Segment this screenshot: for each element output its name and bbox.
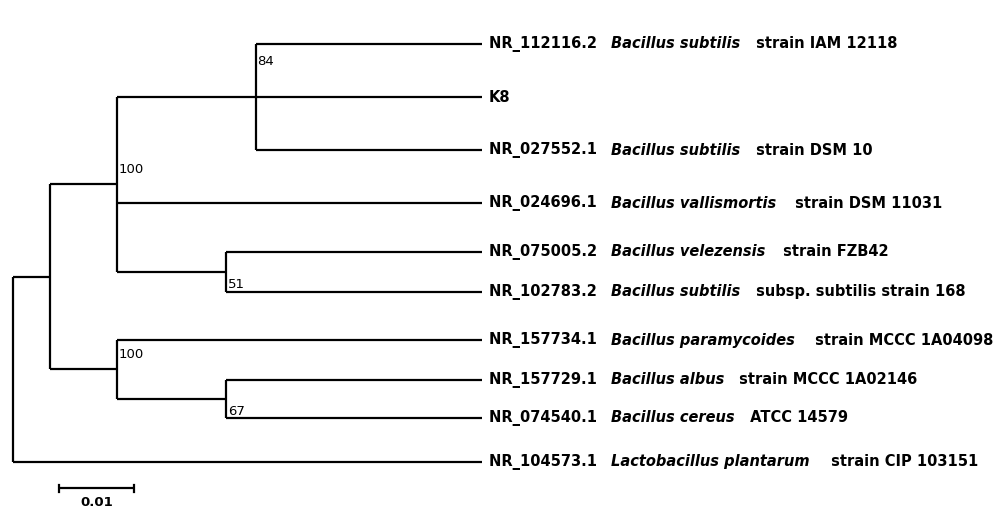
Text: strain CIP 103151: strain CIP 103151 bbox=[826, 454, 978, 469]
Text: strain MCCC 1A04098: strain MCCC 1A04098 bbox=[810, 333, 993, 348]
Text: strain DSM 10: strain DSM 10 bbox=[751, 143, 873, 158]
Text: subsp. subtilis strain 168: subsp. subtilis strain 168 bbox=[751, 284, 966, 299]
Text: NR_027552.1: NR_027552.1 bbox=[489, 142, 602, 158]
Text: strain IAM 12118: strain IAM 12118 bbox=[751, 37, 898, 52]
Text: Bacillus albus: Bacillus albus bbox=[611, 372, 724, 388]
Text: Lactobacillus plantarum: Lactobacillus plantarum bbox=[611, 454, 810, 469]
Text: NR_024696.1: NR_024696.1 bbox=[489, 195, 602, 211]
Text: Bacillus subtilis: Bacillus subtilis bbox=[611, 143, 740, 158]
Text: K8: K8 bbox=[489, 89, 510, 104]
Text: NR_104573.1: NR_104573.1 bbox=[489, 454, 602, 470]
Text: 0.01: 0.01 bbox=[80, 496, 113, 509]
Text: ATCC 14579: ATCC 14579 bbox=[745, 410, 848, 425]
Text: NR_102783.2: NR_102783.2 bbox=[489, 283, 602, 299]
Text: Bacillus paramycoides: Bacillus paramycoides bbox=[611, 333, 795, 348]
Text: NR_157729.1: NR_157729.1 bbox=[489, 372, 602, 388]
Text: Bacillus velezensis: Bacillus velezensis bbox=[611, 244, 766, 259]
Text: strain MCCC 1A02146: strain MCCC 1A02146 bbox=[734, 372, 917, 388]
Text: NR_157734.1: NR_157734.1 bbox=[489, 332, 602, 348]
Text: Bacillus subtilis: Bacillus subtilis bbox=[611, 284, 740, 299]
Text: Bacillus cereus: Bacillus cereus bbox=[611, 410, 735, 425]
Text: Bacillus subtilis: Bacillus subtilis bbox=[611, 37, 740, 52]
Text: Bacillus vallismortis: Bacillus vallismortis bbox=[611, 195, 776, 210]
Text: NR_075005.2: NR_075005.2 bbox=[489, 244, 602, 260]
Text: strain FZB42: strain FZB42 bbox=[778, 244, 889, 259]
Text: NR_074540.1: NR_074540.1 bbox=[489, 409, 602, 425]
Text: 84: 84 bbox=[257, 55, 274, 68]
Text: NR_112116.2: NR_112116.2 bbox=[489, 36, 602, 52]
Text: strain DSM 11031: strain DSM 11031 bbox=[790, 195, 942, 210]
Text: 67: 67 bbox=[228, 405, 245, 418]
Text: 100: 100 bbox=[119, 347, 144, 361]
Text: 100: 100 bbox=[119, 162, 144, 175]
Text: 51: 51 bbox=[228, 278, 245, 291]
